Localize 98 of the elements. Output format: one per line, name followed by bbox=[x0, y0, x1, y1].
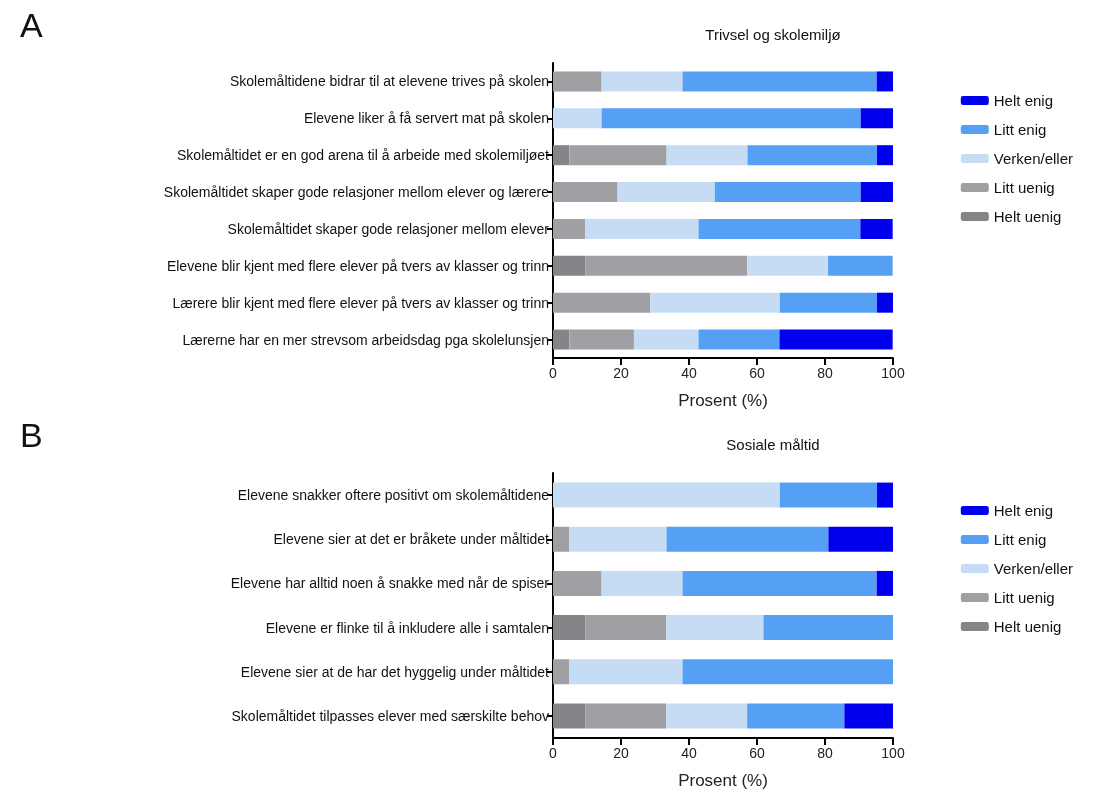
x-tick-label: 20 bbox=[613, 365, 629, 381]
legend-label: Verken/eller bbox=[993, 150, 1074, 167]
bar bbox=[698, 218, 861, 239]
bar bbox=[714, 182, 861, 203]
bar bbox=[553, 218, 586, 239]
legend-label: Verken/eller bbox=[993, 560, 1074, 577]
bar bbox=[569, 659, 683, 685]
bar bbox=[828, 526, 893, 552]
y-tick-label: Elevene sier at det er bråkete under måltidet bbox=[273, 531, 550, 548]
x-axis-title: Prosent (%) bbox=[678, 391, 768, 410]
bar bbox=[682, 71, 877, 92]
text: B bbox=[20, 416, 43, 454]
bar bbox=[828, 255, 893, 276]
bar bbox=[779, 329, 893, 350]
y-tick-label: Skolemåltidet skaper gode relasjoner mellom elever bbox=[227, 220, 550, 237]
bar bbox=[617, 182, 715, 203]
y-tick-label: Lærerne har en mer strevsom arbeidsdag pga skolelunsjen bbox=[182, 331, 549, 348]
bar bbox=[553, 329, 570, 350]
bar bbox=[682, 659, 893, 685]
bar bbox=[569, 329, 634, 350]
legend-label: Helt enig bbox=[993, 502, 1053, 519]
bar bbox=[553, 255, 586, 276]
y-tick-label: Skolemåltidet er en god arena til å arbeide med skolemiljøet bbox=[177, 147, 550, 164]
bar bbox=[585, 255, 748, 276]
legend-label: Litt uenig bbox=[993, 589, 1055, 606]
y-tick-label: Elevene blir kjent med flere elever på tvers av klasser og trinn bbox=[166, 257, 549, 274]
legend-label: Helt uenig bbox=[993, 618, 1062, 635]
bar bbox=[860, 218, 893, 239]
y-tick-label: Elevene har alltid noen å snakke med når de spiser bbox=[230, 575, 550, 592]
bar bbox=[877, 292, 893, 313]
y-tick-label: Skolemåltidet skaper gode relasjoner mellom elever og lærere bbox=[163, 184, 550, 201]
x-tick-label: 100 bbox=[881, 365, 905, 381]
bar bbox=[666, 526, 829, 552]
x-tick-label: 40 bbox=[681, 745, 697, 761]
legend-label: Litt uenig bbox=[993, 179, 1055, 196]
y-tick-label: Lærere blir kjent med flere elever på tvers av klasser og trinn bbox=[172, 294, 549, 311]
x-tick-label: 0 bbox=[549, 745, 558, 761]
bar bbox=[682, 570, 877, 596]
bar bbox=[860, 108, 893, 129]
x-tick-label: 20 bbox=[613, 745, 629, 761]
x-tick-label: 100 bbox=[881, 745, 905, 761]
bar bbox=[876, 71, 893, 92]
bar bbox=[553, 659, 570, 685]
y-tick-label: Skolemåltidene bidrar til at elevene trives på skolen bbox=[229, 73, 549, 90]
bar bbox=[601, 108, 861, 129]
chart-title: Sosiale måltid bbox=[726, 436, 820, 453]
bar bbox=[553, 145, 570, 166]
bar bbox=[779, 292, 878, 313]
legend-label: Helt uenig bbox=[993, 208, 1062, 225]
bar bbox=[747, 255, 829, 276]
bar bbox=[553, 615, 586, 641]
bar bbox=[747, 145, 878, 166]
legend-label: Helt enig bbox=[993, 92, 1053, 109]
y-tick-label: Elevene sier at de har det hyggelig under måltidet bbox=[240, 663, 550, 680]
bar bbox=[585, 703, 667, 729]
bar bbox=[666, 145, 748, 166]
bar bbox=[585, 615, 667, 641]
x-axis-title: Prosent (%) bbox=[678, 771, 768, 790]
bar bbox=[666, 615, 764, 641]
y-tick-label: Elevene snakker oftere positivt om skolemåltidene bbox=[237, 487, 550, 504]
bar bbox=[763, 615, 893, 641]
bar bbox=[553, 703, 586, 729]
x-tick-label: 80 bbox=[817, 365, 833, 381]
bar bbox=[666, 703, 748, 729]
x-tick-label: 60 bbox=[749, 745, 765, 761]
chart-title: Trivsel og skolemiljø bbox=[705, 26, 841, 43]
bar bbox=[585, 218, 699, 239]
bar bbox=[779, 482, 878, 508]
bar bbox=[569, 526, 667, 552]
x-tick-label: 80 bbox=[817, 745, 833, 761]
x-tick-label: 60 bbox=[749, 365, 765, 381]
bar bbox=[553, 482, 780, 508]
bar bbox=[633, 329, 699, 350]
bar bbox=[844, 703, 893, 729]
text: A bbox=[20, 6, 43, 44]
bar bbox=[860, 182, 893, 203]
y-tick-label: Skolemåltidet tilpasses elever med særskilte behov bbox=[231, 707, 549, 724]
bar bbox=[569, 145, 667, 166]
bar bbox=[877, 145, 893, 166]
x-tick-label: 40 bbox=[681, 365, 697, 381]
bar bbox=[747, 703, 845, 729]
bar bbox=[876, 570, 893, 596]
bar bbox=[553, 71, 602, 92]
legend-label: Litt enig bbox=[993, 531, 1047, 548]
bar bbox=[553, 292, 651, 313]
bar bbox=[553, 526, 570, 552]
legend-label: Litt enig bbox=[993, 121, 1047, 138]
x-tick-label: 0 bbox=[549, 365, 558, 381]
y-tick-label: Elevene liker å få servert mat på skolen bbox=[303, 110, 549, 127]
y-tick-label: Elevene er flinke til å inkludere alle i samtalen bbox=[265, 619, 549, 636]
bar bbox=[698, 329, 780, 350]
bar bbox=[553, 570, 602, 596]
bar bbox=[553, 108, 602, 129]
bar bbox=[553, 182, 618, 203]
bar bbox=[877, 482, 893, 508]
bar bbox=[601, 71, 683, 92]
bar bbox=[650, 292, 780, 313]
bar bbox=[601, 570, 683, 596]
